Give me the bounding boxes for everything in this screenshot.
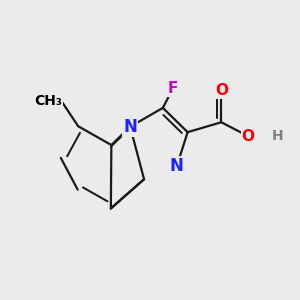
Text: N: N: [170, 157, 184, 175]
Text: O: O: [242, 129, 255, 144]
Text: H: H: [272, 129, 284, 143]
Text: CH₃: CH₃: [34, 94, 62, 109]
Text: O: O: [215, 83, 228, 98]
Text: N: N: [123, 118, 137, 136]
Text: F: F: [168, 81, 178, 96]
